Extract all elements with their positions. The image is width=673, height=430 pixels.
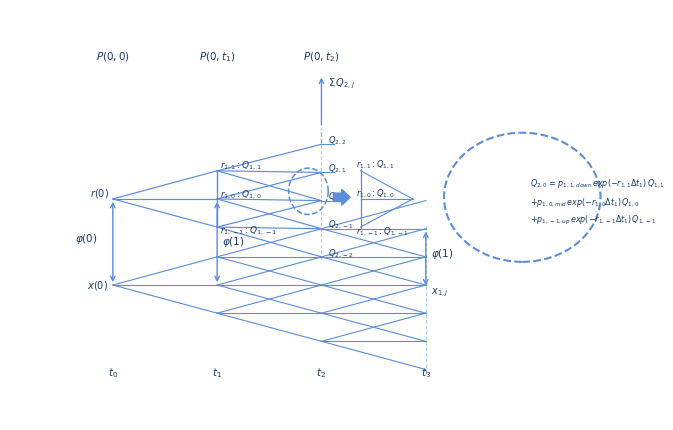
Text: $r_{1,0}:Q_{1,0}$: $r_{1,0}:Q_{1,0}$ [357, 188, 395, 200]
Text: $t_2$: $t_2$ [316, 366, 326, 380]
Text: $t_3$: $t_3$ [421, 366, 431, 380]
Text: $r_{1,0}:Q_{1,0}$: $r_{1,0}:Q_{1,0}$ [219, 188, 261, 201]
Text: $t_0$: $t_0$ [108, 366, 118, 380]
Text: $r_{1,-1}:Q_{1,-1}$: $r_{1,-1}:Q_{1,-1}$ [219, 225, 277, 237]
Text: $+p_{1,-1,up}\,exp(-r_{1,-1}\Delta t_1)\,Q_{1,-1}$: $+p_{1,-1,up}\,exp(-r_{1,-1}\Delta t_1)\… [530, 214, 657, 227]
Text: $r(0)$: $r(0)$ [90, 187, 108, 200]
Text: $r_{1,-1}:Q_{1,-1}$: $r_{1,-1}:Q_{1,-1}$ [357, 226, 409, 238]
Text: $r_{1,1}:Q_{1,1}$: $r_{1,1}:Q_{1,1}$ [219, 160, 261, 172]
Text: $\Sigma\,Q_{2,j}$: $\Sigma\,Q_{2,j}$ [328, 77, 355, 91]
Text: $r_{1,1}:Q_{1,1}$: $r_{1,1}:Q_{1,1}$ [357, 159, 395, 171]
Text: $P(0,t_2)$: $P(0,t_2)$ [304, 50, 340, 64]
Text: $Q_{2,-1}$: $Q_{2,-1}$ [328, 219, 354, 231]
Text: $Q_{2,0}$: $Q_{2,0}$ [328, 191, 347, 203]
Text: $P(0,0)$: $P(0,0)$ [96, 50, 130, 63]
Text: $x(0)$: $x(0)$ [87, 279, 108, 292]
FancyArrow shape [333, 189, 350, 205]
Text: $\varphi(1)$: $\varphi(1)$ [431, 247, 454, 261]
Text: $\varphi(0)$: $\varphi(0)$ [75, 232, 97, 246]
Text: $Q_{2,1}$: $Q_{2,1}$ [328, 163, 347, 175]
Text: $x_{1,j}$: $x_{1,j}$ [431, 287, 449, 299]
Text: $+p_{1,0,mid}\,exp(-r_{1,0}\Delta t_1)\,Q_{1,0}$: $+p_{1,0,mid}\,exp(-r_{1,0}\Delta t_1)\,… [530, 196, 639, 209]
Text: $Q_{2,2}$: $Q_{2,2}$ [328, 135, 347, 147]
Text: $t_1$: $t_1$ [212, 366, 222, 380]
Text: $Q_{2,-2}$: $Q_{2,-2}$ [328, 247, 354, 260]
Text: $\varphi(1)$: $\varphi(1)$ [222, 235, 245, 249]
Text: $P(0,t_1)$: $P(0,t_1)$ [199, 50, 236, 64]
Text: $Q_{2,0}=\,p_{1,1,down}\,exp(-r_{1,1}\Delta t_1)\,Q_{1,1}$: $Q_{2,0}=\,p_{1,1,down}\,exp(-r_{1,1}\De… [530, 178, 665, 190]
